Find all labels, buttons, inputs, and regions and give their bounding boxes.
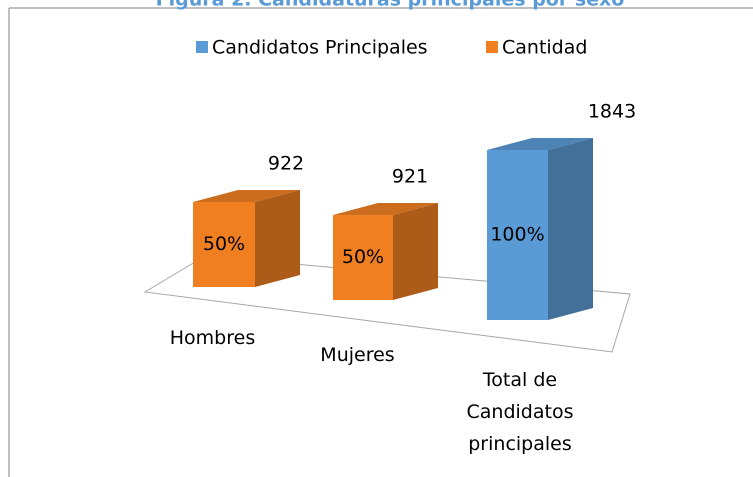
- legend-swatch: [486, 41, 498, 53]
- bar-top: [193, 189, 300, 202]
- percent-label: 50%: [342, 246, 384, 268]
- category-label: Total de Candidatos principales: [466, 369, 574, 455]
- percent-label: 50%: [203, 233, 245, 255]
- bar-top: [487, 138, 593, 150]
- bar-side: [255, 189, 300, 287]
- bar: [333, 215, 393, 300]
- legend-swatch: [196, 41, 208, 53]
- value-label: 922: [268, 152, 304, 174]
- bar: [193, 201, 255, 287]
- category-label: Mujeres: [320, 344, 395, 366]
- legend-label: Candidatos Principales: [212, 37, 428, 59]
- bar-top: [333, 203, 438, 216]
- bar: [487, 150, 548, 320]
- chart-title: Figura 2. Candidaturas principales por s…: [156, 0, 625, 11]
- legend-label: Cantidad: [502, 37, 587, 59]
- value-label: 921: [392, 166, 428, 188]
- value-label: 1843: [588, 101, 636, 123]
- category-label: Hombres: [169, 327, 256, 349]
- bar-side: [393, 203, 438, 300]
- percent-label: 100%: [490, 224, 544, 246]
- bar-side: [548, 138, 593, 320]
